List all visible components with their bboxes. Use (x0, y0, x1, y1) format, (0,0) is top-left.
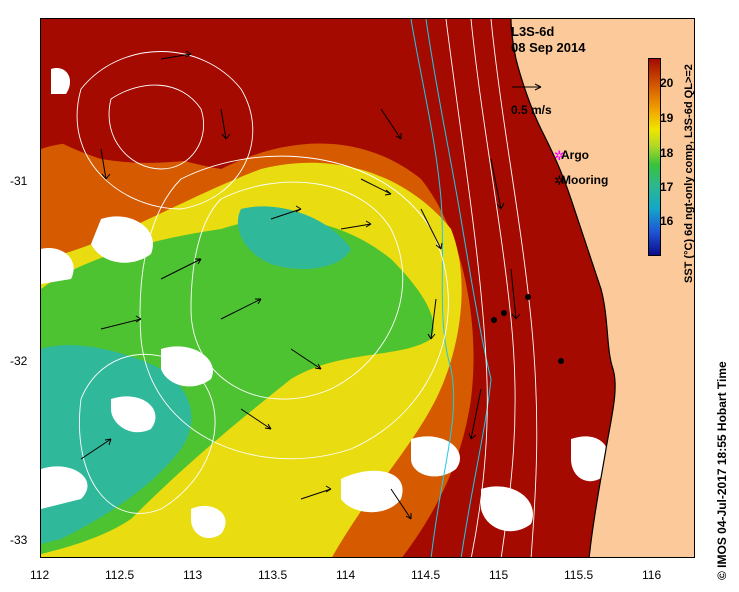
x-tick-label: 112 (30, 568, 50, 582)
scale-arrow (512, 83, 542, 91)
current-vectors (80, 50, 521, 520)
argo-marker-icon: ✲ (554, 149, 565, 164)
cloud-mask (41, 68, 610, 539)
x-tick-label: 115.5 (564, 568, 594, 582)
mooring-legend-label: Mooring (561, 173, 609, 187)
x-tick-label: 112.5 (105, 568, 135, 582)
colorbar-tick: 20 (660, 76, 674, 90)
sst-map-canvas: ✲ ✲ (41, 19, 694, 557)
map-date: 08 Sep 2014 (511, 40, 586, 55)
x-tick-label: 115 (489, 568, 509, 582)
product-title: L3S-6d (511, 24, 555, 39)
bathymetry-contour (410, 19, 455, 557)
warm-eddy (41, 19, 334, 163)
scale-label: 0.5 m/s (511, 103, 552, 117)
ssh-contours (76, 19, 538, 557)
credit-text: © IMOS 04-Jul-2017 18:55 Hobart Time (715, 361, 729, 580)
y-tick-label: -33 (10, 533, 28, 547)
sst-teal-patch (237, 206, 351, 269)
x-tick-label: 114.5 (411, 568, 441, 582)
x-tick-label: 116 (642, 568, 662, 582)
mooring-markers (491, 294, 564, 364)
mooring-marker-icon: ✲ (554, 174, 565, 189)
colorbar-label: SST (°C) 6d ngt-only comp, L3S-6d QL>=2 (683, 64, 695, 283)
x-tick-label: 113 (183, 568, 203, 582)
colorbar-tick: 18 (660, 146, 674, 160)
x-tick-label: 113.5 (258, 568, 288, 582)
bathymetry-contour-2 (425, 19, 492, 557)
sst-map: ✲ ✲ (40, 18, 695, 558)
colorbar-tick: 16 (660, 214, 674, 228)
colorbar-tick: 17 (660, 180, 674, 194)
x-tick-label: 114 (336, 568, 356, 582)
y-tick-label: -32 (10, 354, 28, 368)
coastline (510, 19, 616, 557)
sst-colorbar (648, 58, 661, 256)
argo-legend-label: Argo (561, 148, 589, 162)
y-tick-label: -31 (10, 174, 28, 188)
colorbar-tick: 19 (660, 111, 674, 125)
